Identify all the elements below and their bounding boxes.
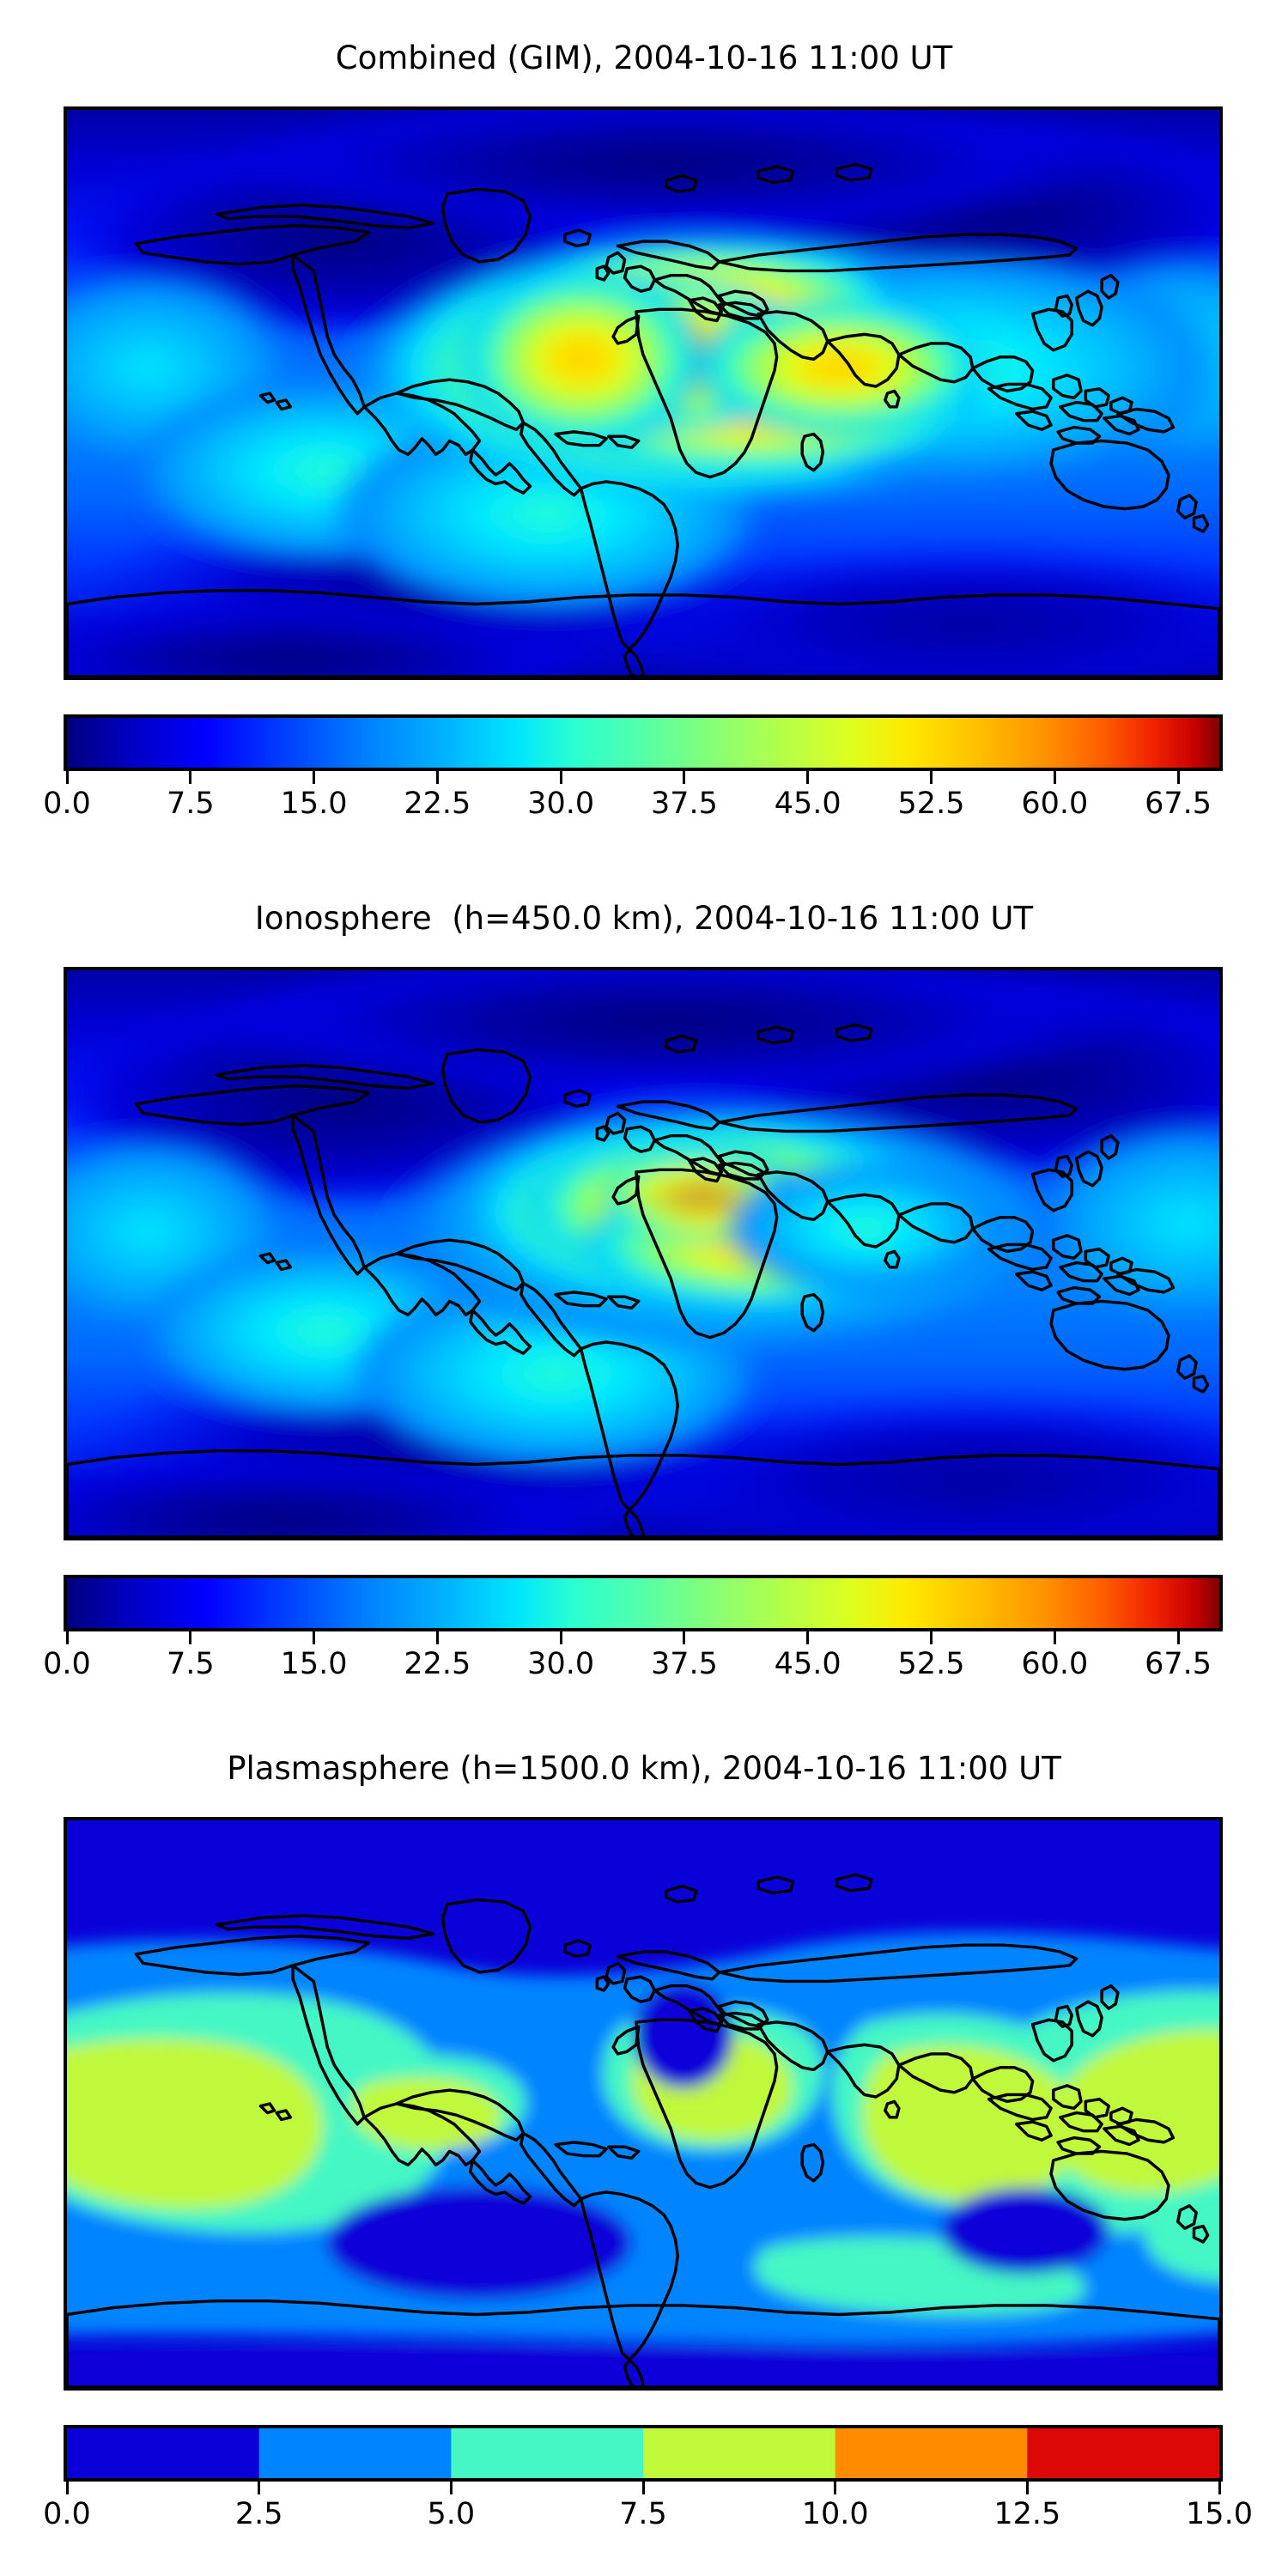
colorbar-band-3 — [643, 2428, 836, 2478]
colorbar-tick-ionosphere-4 — [559, 1628, 562, 1644]
colorbar-gradient-combined — [67, 718, 1219, 768]
colorbar-tick-ionosphere-0 — [65, 1628, 69, 1644]
colorbar-tick-label-plasmasphere-5: 12.5 — [993, 2497, 1061, 2531]
colorbar-band-2 — [451, 2428, 644, 2478]
colorbar-tick-plasmasphere-5 — [1025, 2478, 1029, 2494]
colorbar-band-4 — [835, 2428, 1029, 2478]
colorbar-tick-ionosphere-7 — [930, 1628, 933, 1644]
colorbar-combined — [64, 714, 1223, 771]
colorbar-tick-combined-4 — [559, 768, 562, 784]
colorbar-plasmasphere — [64, 2425, 1223, 2482]
colorbar-tick-label-plasmasphere-1: 2.5 — [234, 2497, 283, 2531]
field-bands-plasmasphere — [67, 1931, 1219, 2387]
colorbar-tick-label-combined-7: 52.5 — [897, 787, 965, 821]
panel-ionosphere-450: Ionosphere (h=450.0 km), 2004-10-16 11:0… — [0, 859, 1288, 1717]
colorbar-tick-plasmasphere-1 — [258, 2478, 261, 2494]
colorbar-tick-label-combined-2: 15.0 — [280, 787, 348, 821]
panel-title-plasmasphere: Plasmasphere (h=1500.0 km), 2004-10-16 1… — [227, 1750, 1061, 1787]
panel-title-ionosphere: Ionosphere (h=450.0 km), 2004-10-16 11:0… — [254, 900, 1034, 937]
colorbar-tick-ionosphere-9 — [1176, 1628, 1180, 1644]
colorbar-tick-label-plasmasphere-6: 15.0 — [1186, 2497, 1253, 2531]
colorbar-tick-label-ionosphere-0: 0.0 — [43, 1647, 91, 1681]
colorbar-tick-label-plasmasphere-4: 10.0 — [801, 2497, 869, 2531]
panel-title-combined: Combined (GIM), 2004-10-16 11:00 UT — [335, 39, 953, 76]
colorbar-tick-label-ionosphere-9: 67.5 — [1145, 1647, 1212, 1681]
colorbar-tick-label-combined-0: 0.0 — [43, 787, 91, 821]
colorbar-ticks-ionosphere: 0.0 7.5 15.0 22.5 30.0 37.5 45.0 52.5 60.0 67.5 — [43, 1628, 1223, 1688]
colorbar-tick-ionosphere-1 — [189, 1628, 192, 1644]
colorbar-tick-label-plasmasphere-2: 5.0 — [427, 2497, 476, 2531]
colorbar-tick-plasmasphere-6 — [1218, 2478, 1221, 2494]
colorbar-tick-label-ionosphere-8: 60.0 — [1021, 1647, 1089, 1681]
colorbar-tick-label-combined-8: 60.0 — [1021, 787, 1089, 821]
map-combined-gim — [64, 106, 1223, 680]
colorbar-tick-ionosphere-6 — [806, 1628, 810, 1644]
colorbar-tick-ionosphere-3 — [435, 1628, 439, 1644]
colorbar-tick-label-ionosphere-3: 22.5 — [404, 1647, 471, 1681]
panel-combined-gim: Combined (GIM), 2004-10-16 11:00 UT — [0, 0, 1288, 859]
colorbar-tick-label-combined-4: 30.0 — [527, 787, 595, 821]
map-svg-ionosphere — [67, 970, 1219, 1537]
colorbar-tick-label-ionosphere-4: 30.0 — [527, 1647, 595, 1681]
colorbar-band-5 — [1027, 2428, 1219, 2478]
colorbar-bands-plasmasphere — [67, 2428, 1219, 2478]
colorbar-tick-ionosphere-5 — [683, 1628, 686, 1644]
colorbar-tick-label-combined-3: 22.5 — [404, 787, 471, 821]
colorbar-band-1 — [258, 2428, 453, 2478]
colorbar-tick-combined-3 — [435, 768, 439, 784]
colorbar-tick-label-combined-9: 67.5 — [1145, 787, 1212, 821]
colorbar-ionosphere — [64, 1575, 1223, 1631]
colorbar-ticks-combined: 0.0 7.5 15.0 22.5 30.0 37.5 45.0 52.5 60.0 67.5 — [43, 768, 1223, 828]
colorbar-tick-label-combined-5: 37.5 — [650, 787, 718, 821]
colorbar-tick-combined-8 — [1053, 768, 1056, 784]
map-ionosphere-450 — [64, 967, 1223, 1540]
colorbar-tick-plasmasphere-3 — [641, 2478, 645, 2494]
map-plasmasphere-1500 — [64, 1817, 1223, 2391]
colorbar-tick-label-ionosphere-2: 15.0 — [280, 1647, 348, 1681]
colorbar-tick-ionosphere-2 — [313, 1628, 316, 1644]
colorbar-tick-label-plasmasphere-0: 0.0 — [43, 2497, 91, 2531]
colorbar-tick-combined-1 — [189, 768, 192, 784]
panel-plasmasphere-1500: Plasmasphere (h=1500.0 km), 2004-10-16 1… — [0, 1717, 1288, 2576]
colorbar-tick-plasmasphere-4 — [834, 2478, 837, 2494]
colorbar-tick-label-ionosphere-6: 45.0 — [774, 1647, 841, 1681]
colorbar-ticks-plasmasphere: 0.0 2.5 5.0 7.5 10.0 12.5 15.0 — [43, 2478, 1253, 2538]
colorbar-tick-label-ionosphere-7: 52.5 — [897, 1647, 965, 1681]
colorbar-tick-combined-5 — [683, 768, 686, 784]
colorbar-tick-label-ionosphere-5: 37.5 — [650, 1647, 718, 1681]
colorbar-tick-combined-6 — [806, 768, 810, 784]
colorbar-tick-plasmasphere-0 — [65, 2478, 69, 2494]
colorbar-tick-combined-2 — [313, 768, 316, 784]
map-svg-combined — [67, 110, 1219, 677]
colorbar-tick-plasmasphere-2 — [449, 2478, 453, 2494]
colorbar-tick-combined-9 — [1176, 768, 1180, 784]
colorbar-tick-label-ionosphere-1: 7.5 — [166, 1647, 215, 1681]
map-svg-plasmasphere — [67, 1820, 1219, 2387]
colorbar-tick-combined-0 — [65, 768, 69, 784]
colorbar-tick-label-plasmasphere-3: 7.5 — [619, 2497, 667, 2531]
colorbar-tick-label-combined-1: 7.5 — [166, 787, 215, 821]
colorbar-tick-ionosphere-8 — [1053, 1628, 1056, 1644]
colorbar-band-0 — [67, 2428, 260, 2478]
colorbar-gradient-ionosphere — [67, 1578, 1219, 1628]
colorbar-tick-label-combined-6: 45.0 — [774, 787, 841, 821]
colorbar-tick-combined-7 — [930, 768, 933, 784]
